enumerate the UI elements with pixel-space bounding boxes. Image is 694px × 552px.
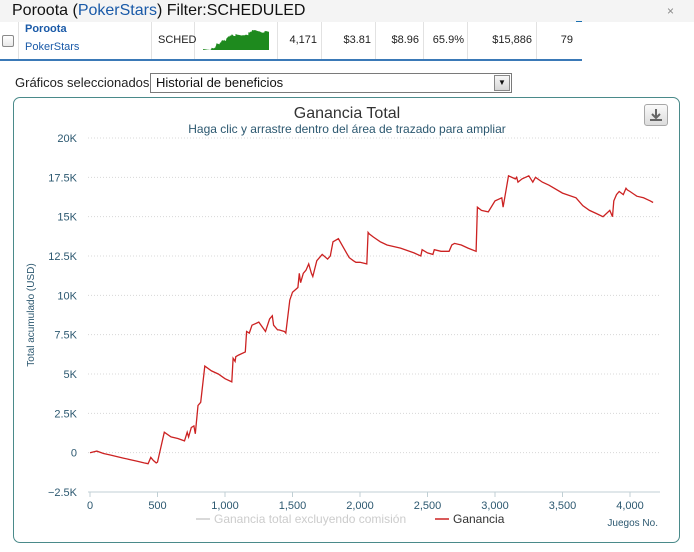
game-type-cell: SCHED [152, 22, 197, 59]
value-a-cell: $3.81 [322, 22, 376, 59]
download-button[interactable] [644, 104, 668, 126]
count-value: 79 [560, 34, 573, 46]
amount-value: $15,886 [492, 34, 532, 46]
title-player: Poroota [12, 2, 69, 19]
checkbox-icon[interactable] [2, 35, 14, 47]
sparkline-cell [195, 22, 278, 59]
sparkline-area [203, 30, 269, 50]
game-type: SCHED [158, 34, 197, 46]
title-paren-close: ) [156, 2, 163, 19]
player-summary-row[interactable]: Poroota PokerStars SCHED 4,171 $3.81 $8.… [0, 22, 582, 61]
player-cell: Poroota PokerStars [18, 22, 152, 59]
chevron-down-icon[interactable]: ▼ [494, 75, 510, 91]
title-filter: Filter:SCHEDULED [166, 2, 306, 19]
title-paren-open: ( [72, 2, 78, 19]
sparkline-chart [203, 30, 269, 50]
percent-cell: 65.9% [424, 22, 468, 59]
value-a: $3.81 [343, 34, 371, 46]
chart-selector-dropdown[interactable]: Historial de beneficios ▼ [150, 73, 512, 93]
checkbox-cell [0, 22, 19, 59]
value-b-cell: $8.96 [376, 22, 424, 59]
chart-selector-label: Gráficos seleccionados: [15, 75, 154, 90]
hands-value: 4,171 [289, 34, 317, 46]
close-icon[interactable]: × [667, 4, 675, 18]
window-title: Poroota (PokerStars) Filter:SCHEDULED [12, 2, 305, 20]
player-name-link[interactable]: Poroota [25, 23, 67, 35]
title-site-link[interactable]: PokerStars [77, 2, 157, 19]
player-site-link[interactable]: PokerStars [25, 41, 80, 53]
value-b: $8.96 [391, 34, 419, 46]
count-cell: 79 [537, 22, 581, 59]
download-icon [650, 109, 662, 121]
chart-selector-value: Historial de beneficios [156, 75, 284, 90]
window-title-bar: Poroota (PokerStars) Filter:SCHEDULED × [0, 0, 694, 22]
amount-cell: $15,886 [468, 22, 537, 59]
chart-panel [13, 97, 680, 543]
hands-cell: 4,171 [278, 22, 322, 59]
percent-value: 65.9% [432, 34, 464, 46]
